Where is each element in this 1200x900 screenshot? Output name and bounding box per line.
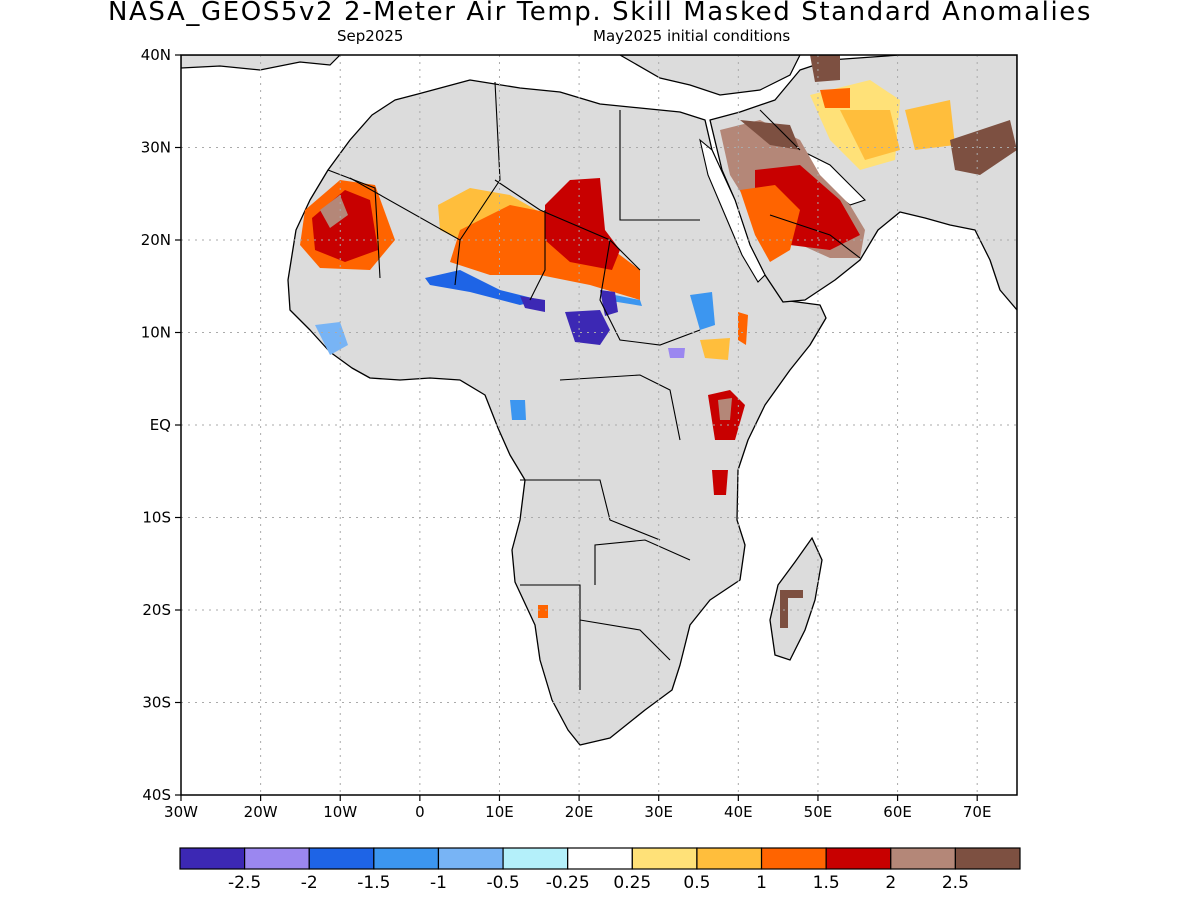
gridlines (181, 55, 1017, 795)
anomaly-patch-ethiopia-lilac (668, 348, 685, 358)
anomaly-patch-arabia-orange (740, 185, 800, 262)
anomaly-patch-ethiopia-warm (700, 338, 730, 360)
anomaly-patch-gabon-cold (510, 400, 526, 420)
colorbar-swatch (954, 847, 1021, 870)
y-tick-label: 10S (142, 509, 171, 527)
y-tick-label: 10N (141, 324, 171, 342)
colorbar-label: 1.5 (813, 873, 840, 893)
x-tick-label: 60E (883, 803, 912, 821)
colorbar-label: 1 (756, 873, 767, 893)
anomaly-patch-sahel-red (545, 178, 620, 270)
colorbar-swatch (179, 847, 246, 870)
anomaly-patch-west-sahara-brown (320, 195, 348, 228)
y-tick-label: 30N (141, 139, 171, 157)
colorbar-swatch (308, 847, 375, 870)
anomaly-patch-namibia (538, 605, 548, 618)
colorbar-swatch (696, 847, 763, 870)
colorbar-label: -2 (301, 873, 318, 893)
anomaly-patch-iraq-dark (810, 55, 840, 82)
colorbar-label: -1 (430, 873, 447, 893)
axis-ticks: 30W 20W 10W 0 10E 20E 30E 40E 50E 60E 70E 40N 30N 20N… (141, 46, 992, 821)
x-tick-label: 20W (244, 803, 278, 821)
x-tick-label: 30W (164, 803, 198, 821)
x-tick-label: 50E (804, 803, 833, 821)
country-borders (327, 81, 861, 690)
x-tick-label: 20E (565, 803, 594, 821)
colorbar-swatch (567, 847, 633, 870)
x-tick-label: 70E (963, 803, 992, 821)
anomaly-patch-tanzania-heat (712, 470, 728, 495)
y-tick-label: 40S (142, 786, 171, 804)
x-tick-label: 10W (323, 803, 357, 821)
colorbar-swatch (373, 847, 440, 870)
y-tick-label: 20S (142, 601, 171, 619)
madagascar-landmass (769, 536, 823, 661)
anomaly-patch-ethiopia-cold (690, 292, 715, 330)
colorbar-label: -0.25 (546, 873, 590, 893)
anomaly-patch-madagascar (780, 590, 803, 628)
colorbar-swatch (631, 847, 698, 870)
colorbar-swatch (437, 847, 504, 870)
x-tick-label: 40E (724, 803, 753, 821)
anomaly-patch-kenya-brown (718, 398, 732, 420)
y-tick-label: EQ (150, 416, 171, 434)
colorbar-swatch (244, 847, 310, 870)
anomaly-patch-guinea-cold (315, 322, 348, 355)
anomaly-patch-pakistan-brown (950, 120, 1017, 175)
anomaly-patch-chad-cold (565, 310, 610, 345)
anomaly-patch-cameroon-cold (520, 296, 545, 312)
red-sea (699, 138, 766, 283)
colorbar-swatch (890, 847, 956, 870)
initial-conditions-label: May2025 initial conditions (593, 27, 791, 45)
anomaly-patch-iran-orange (840, 110, 900, 160)
colorbar-label: 0.5 (683, 873, 710, 893)
anomaly-patch-ethiopia-heat (738, 312, 748, 345)
y-tick-label: 40N (141, 46, 171, 64)
colorbar-label: 2 (885, 873, 896, 893)
x-tick-label: 0 (415, 803, 425, 821)
valid-month-label: Sep2025 (337, 27, 404, 45)
colorbar-label: -0.5 (486, 873, 519, 893)
y-tick-label: 30S (142, 694, 171, 712)
anomaly-patch-iran-red (820, 88, 850, 108)
colorbar-label: -2.5 (228, 873, 261, 893)
colorbar-swatch (825, 847, 892, 870)
land-layer (181, 55, 1017, 746)
map-title: NASA_GEOS5v2 2-Meter Air Temp. Skill Mas… (107, 0, 1093, 27)
y-tick-label: 20N (141, 231, 171, 249)
anatolia-landmass (618, 55, 801, 96)
colorbar-label: 2.5 (942, 873, 969, 893)
colorbar-swatch (760, 847, 827, 870)
colorbar-label: -1.5 (357, 873, 390, 893)
x-tick-label: 10E (485, 803, 514, 821)
x-tick-label: 30E (644, 803, 673, 821)
colorbar-swatch (502, 847, 569, 870)
anomaly-patch-afghanistan (905, 100, 955, 150)
anomaly-patch-arabia-dark (740, 120, 800, 150)
colorbar-label: 0.25 (613, 873, 651, 893)
anomaly-patch-sahel-cold-edge (425, 270, 540, 305)
colorbar: -2.5 -2 -1.5 -1 -0.5 -0.25 0.25 0.5 1 1.5 2 2.5 (179, 847, 1021, 893)
